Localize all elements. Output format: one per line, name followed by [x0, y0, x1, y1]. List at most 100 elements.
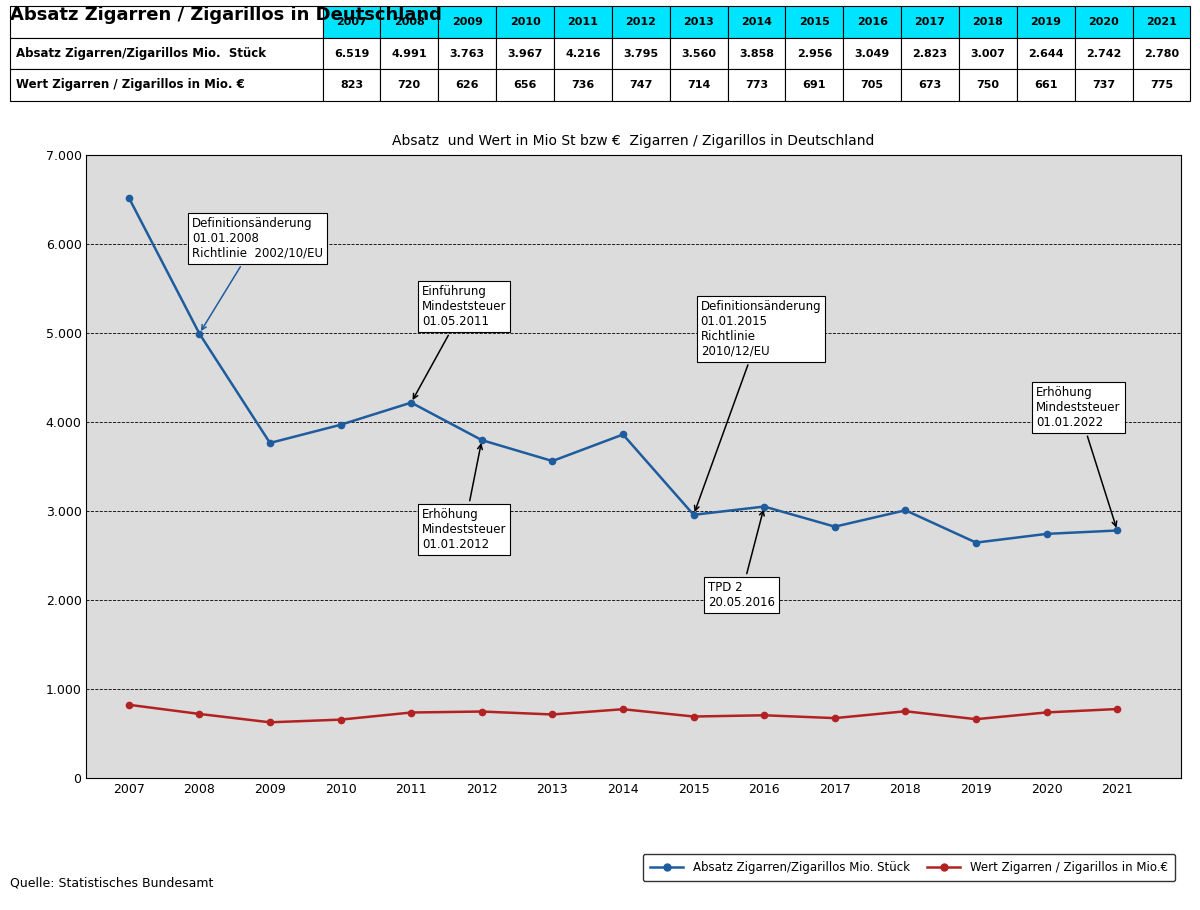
- Text: 2021: 2021: [1146, 17, 1177, 27]
- Text: 3.049: 3.049: [854, 48, 889, 58]
- Bar: [10, 6, 323, 38]
- Bar: [844, 6, 901, 38]
- Bar: [1016, 38, 1075, 69]
- Text: 823: 823: [340, 80, 364, 90]
- Text: 3.007: 3.007: [971, 48, 1006, 58]
- Text: 2008: 2008: [394, 17, 425, 27]
- Text: 2011: 2011: [568, 17, 599, 27]
- Text: 2009: 2009: [451, 17, 482, 27]
- Text: 736: 736: [571, 80, 594, 90]
- Text: 773: 773: [745, 80, 768, 90]
- Bar: [1133, 38, 1190, 69]
- Bar: [10, 69, 323, 101]
- Text: 2016: 2016: [857, 17, 888, 27]
- Text: Definitionsänderung
01.01.2015
Richtlinie
2010/12/EU: Definitionsänderung 01.01.2015 Richtlini…: [695, 299, 821, 511]
- Bar: [1016, 69, 1075, 101]
- Bar: [496, 69, 554, 101]
- Bar: [554, 38, 612, 69]
- Text: 3.858: 3.858: [739, 48, 774, 58]
- Bar: [727, 6, 785, 38]
- Text: Absatz Zigarren / Zigarillos in Deutschland: Absatz Zigarren / Zigarillos in Deutschl…: [10, 6, 442, 25]
- Bar: [1075, 69, 1133, 101]
- Legend: Absatz Zigarren/Zigarillos Mio. Stück, Wert Zigarren / Zigarillos in Mio.€: Absatz Zigarren/Zigarillos Mio. Stück, W…: [643, 854, 1175, 881]
- Text: Absatz Zigarren/Zigarillos Mio.  Stück: Absatz Zigarren/Zigarillos Mio. Stück: [16, 47, 265, 60]
- Bar: [496, 38, 554, 69]
- Bar: [670, 6, 727, 38]
- Bar: [959, 69, 1016, 101]
- Bar: [1075, 38, 1133, 69]
- Text: 720: 720: [397, 80, 421, 90]
- Bar: [785, 38, 844, 69]
- Text: 691: 691: [803, 80, 826, 90]
- Bar: [438, 6, 496, 38]
- Bar: [496, 6, 554, 38]
- Text: 2007: 2007: [336, 17, 367, 27]
- Text: Einführung
Mindeststeuer
01.05.2011: Einführung Mindeststeuer 01.05.2011: [413, 286, 506, 399]
- Bar: [612, 6, 670, 38]
- Bar: [727, 38, 785, 69]
- Bar: [901, 38, 959, 69]
- Title: Absatz  und Wert in Mio St bzw €  Zigarren / Zigarillos in Deutschland: Absatz und Wert in Mio St bzw € Zigarren…: [392, 134, 875, 148]
- Bar: [727, 69, 785, 101]
- Bar: [380, 38, 438, 69]
- Bar: [612, 38, 670, 69]
- Text: 661: 661: [1034, 80, 1057, 90]
- Bar: [612, 69, 670, 101]
- Bar: [380, 6, 438, 38]
- Bar: [844, 69, 901, 101]
- Text: 2017: 2017: [914, 17, 946, 27]
- Text: Erhöhung
Mindeststeuer
01.01.2022: Erhöhung Mindeststeuer 01.01.2022: [1036, 386, 1121, 526]
- Text: 775: 775: [1150, 80, 1174, 90]
- Text: Wert Zigarren / Zigarillos in Mio. €: Wert Zigarren / Zigarillos in Mio. €: [16, 78, 245, 91]
- Text: 4.216: 4.216: [565, 48, 601, 58]
- Text: Quelle: Statistisches Bundesamt: Quelle: Statistisches Bundesamt: [10, 877, 212, 890]
- Bar: [670, 38, 727, 69]
- Text: 2.742: 2.742: [1086, 48, 1121, 58]
- Text: 737: 737: [1092, 80, 1115, 90]
- Bar: [1133, 69, 1190, 101]
- Text: 747: 747: [629, 80, 653, 90]
- Text: TPD 2
20.05.2016: TPD 2 20.05.2016: [708, 511, 775, 609]
- Text: 3.795: 3.795: [623, 48, 659, 58]
- Text: 2010: 2010: [510, 17, 540, 27]
- Bar: [670, 69, 727, 101]
- Text: 2014: 2014: [740, 17, 772, 27]
- Bar: [785, 6, 844, 38]
- Bar: [438, 69, 496, 101]
- Bar: [1016, 6, 1075, 38]
- Text: Definitionsänderung
01.01.2008
Richtlinie  2002/10/EU: Definitionsänderung 01.01.2008 Richtlini…: [192, 217, 323, 329]
- Text: 2012: 2012: [625, 17, 656, 27]
- Text: 656: 656: [514, 80, 536, 90]
- Text: 714: 714: [686, 80, 710, 90]
- Text: 705: 705: [860, 80, 883, 90]
- Text: 2019: 2019: [1031, 17, 1061, 27]
- Bar: [554, 6, 612, 38]
- Bar: [380, 69, 438, 101]
- Bar: [1075, 6, 1133, 38]
- Bar: [901, 6, 959, 38]
- Text: 3.560: 3.560: [682, 48, 716, 58]
- Text: 2020: 2020: [1088, 17, 1118, 27]
- Text: 2.780: 2.780: [1144, 48, 1180, 58]
- Bar: [901, 69, 959, 101]
- Bar: [323, 38, 380, 69]
- Bar: [1133, 6, 1190, 38]
- Bar: [785, 69, 844, 101]
- Text: 2.823: 2.823: [912, 48, 948, 58]
- Text: 3.763: 3.763: [450, 48, 485, 58]
- Text: 4.991: 4.991: [391, 48, 427, 58]
- Text: Erhöhung
Mindeststeuer
01.01.2012: Erhöhung Mindeststeuer 01.01.2012: [421, 444, 506, 551]
- Text: 2015: 2015: [799, 17, 829, 27]
- Bar: [323, 69, 380, 101]
- Bar: [844, 38, 901, 69]
- Text: 750: 750: [977, 80, 1000, 90]
- Text: 2.644: 2.644: [1028, 48, 1063, 58]
- Bar: [438, 38, 496, 69]
- Text: 673: 673: [918, 80, 942, 90]
- Text: 3.967: 3.967: [508, 48, 542, 58]
- Bar: [10, 38, 323, 69]
- Text: 2018: 2018: [972, 17, 1003, 27]
- Text: 626: 626: [456, 80, 479, 90]
- Text: 2013: 2013: [683, 17, 714, 27]
- Bar: [554, 69, 612, 101]
